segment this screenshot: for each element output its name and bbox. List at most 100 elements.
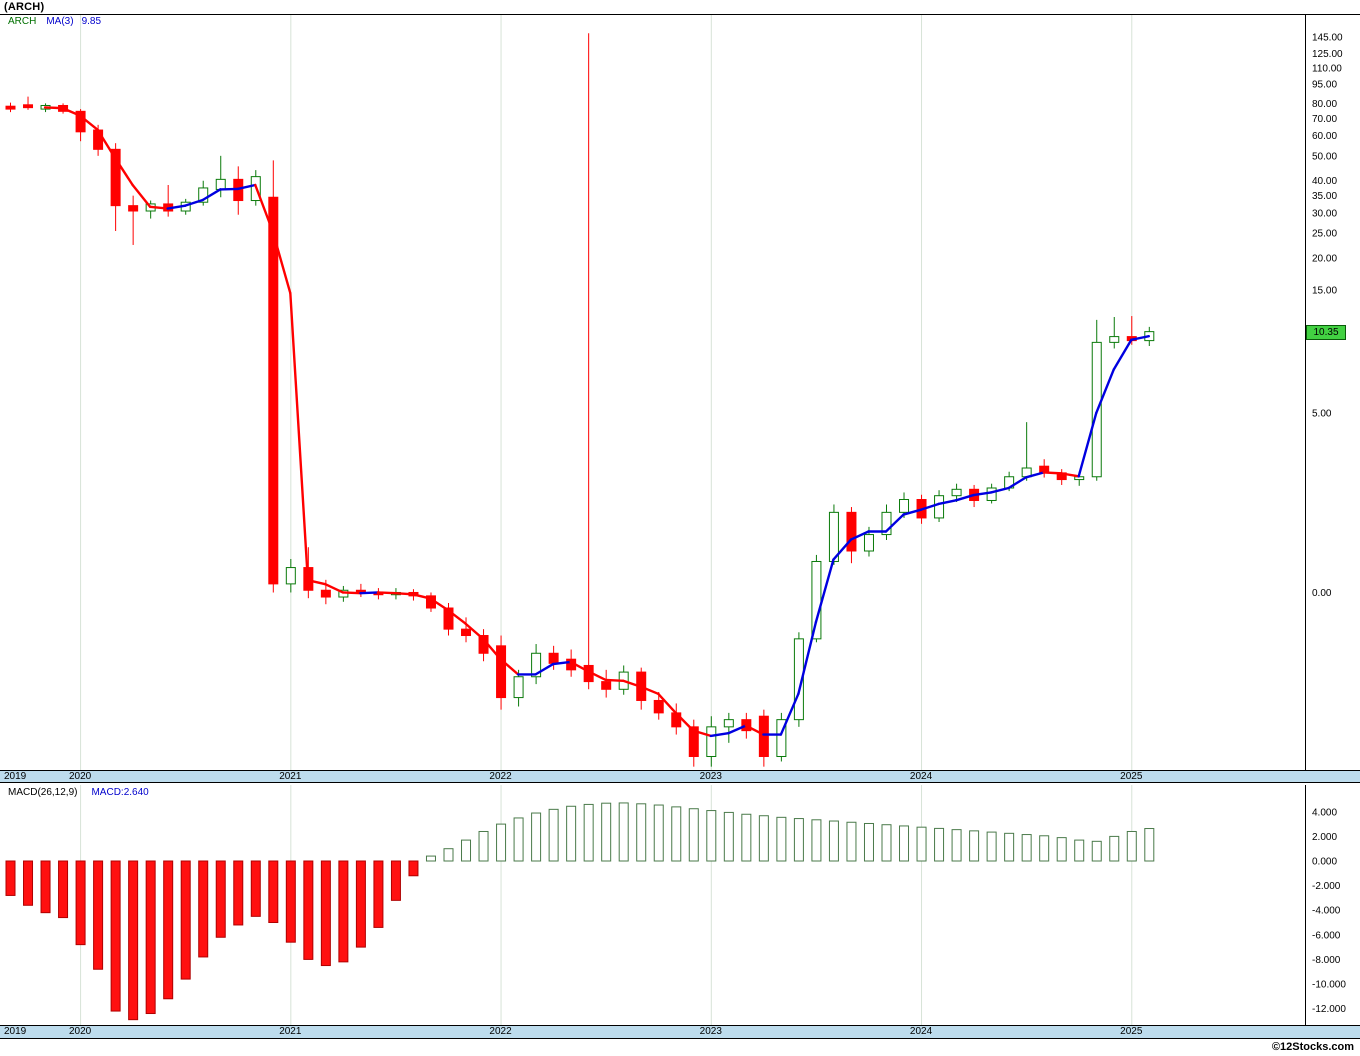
macd-bar-negative	[145, 860, 156, 1015]
candle-body	[513, 676, 524, 699]
year-label: 2022	[489, 771, 512, 782]
candle-body	[706, 726, 717, 758]
candle-body	[110, 148, 121, 207]
macd-bar-positive	[531, 812, 542, 862]
candle-body	[548, 652, 559, 664]
macd-bar-positive	[478, 830, 489, 862]
macd-bar-negative	[5, 860, 16, 896]
macd-bar-positive	[899, 825, 910, 862]
price-tick-label: 30.00	[1312, 208, 1337, 219]
candle-body	[776, 719, 787, 758]
price-tick-label: 0.00	[1312, 588, 1332, 599]
chart-title: (ARCH)	[4, 1, 45, 13]
macd-tick-label: -4.000	[1312, 906, 1341, 917]
price-tick-label: 80.00	[1312, 99, 1337, 110]
macd-bar-negative	[250, 860, 261, 917]
macd-bar-positive	[828, 820, 839, 862]
price-tick-label: 20.00	[1312, 254, 1337, 265]
candle-body	[688, 726, 699, 758]
candle-body	[320, 589, 331, 598]
year-label: 2024	[909, 771, 933, 782]
macd-bar-positive	[1039, 835, 1050, 862]
candles	[5, 33, 1155, 767]
macd-bar-positive	[618, 802, 629, 862]
macd-bar-positive	[758, 815, 769, 862]
macd-bar-positive	[969, 830, 980, 862]
candle-body	[443, 607, 454, 630]
macd-bar-positive	[671, 806, 682, 862]
price-gridlines	[80, 15, 1133, 770]
macd-bars	[5, 802, 1155, 1021]
macd-bar-negative	[180, 860, 191, 980]
symbol-label: ARCH	[8, 16, 37, 27]
macd-x-axis-band: 2019 2020 2021 2022 2023 2024 2025	[0, 1025, 1360, 1039]
macd-settings-label: MACD(26,12,9)	[8, 787, 78, 798]
macd-chart-svg: 4.000 2.000 0.000 -2.000 -4.000 -6.000 -8.000 -…	[5, 785, 1346, 1025]
macd-bar-negative	[408, 860, 419, 877]
macd-bar-positive	[951, 829, 962, 862]
year-label: 2025	[1120, 771, 1143, 782]
candle-body	[881, 511, 892, 536]
macd-bar-positive	[601, 802, 612, 862]
candle-body	[723, 719, 734, 728]
macd-bar-negative	[233, 860, 244, 926]
year-label: 2019	[4, 771, 27, 782]
macd-bar-positive	[1109, 835, 1120, 862]
macd-bar-positive	[846, 821, 857, 862]
macd-bar-positive	[881, 824, 892, 862]
candle-body	[128, 205, 139, 212]
price-tick-label: 25.00	[1312, 229, 1337, 240]
candle-body	[531, 652, 542, 678]
macd-bar-positive	[863, 822, 874, 862]
macd-bar-positive	[688, 808, 699, 862]
macd-tick-label: 4.000	[1312, 807, 1337, 818]
price-chart-svg: 145.00 125.00 110.00 95.00 80.00 70.00 60.00 50…	[5, 15, 1343, 770]
macd-bar-negative	[215, 860, 226, 938]
candle-body	[23, 104, 34, 109]
macd-bar-positive	[443, 848, 454, 862]
macd-bar-positive	[425, 855, 436, 862]
macd-bar-negative	[338, 860, 349, 963]
macd-bar-positive	[461, 839, 472, 862]
macd-bar-negative	[23, 860, 34, 906]
candle-body	[75, 110, 86, 133]
candle-body	[899, 499, 910, 513]
candle-body	[285, 567, 296, 585]
macd-bar-negative	[40, 860, 51, 914]
last-price-badge: 10.35	[1306, 324, 1346, 340]
candle-body	[5, 105, 16, 110]
year-label: 2020	[68, 771, 92, 782]
year-label: 2024	[909, 1026, 933, 1037]
macd-bar-positive	[1091, 840, 1102, 862]
title-bar: (ARCH)	[0, 0, 1360, 15]
price-tick-label: 110.00	[1312, 63, 1342, 74]
price-tick-label: 5.00	[1312, 408, 1332, 419]
macd-tick-label: -10.000	[1312, 980, 1346, 991]
macd-bar-positive	[986, 831, 997, 862]
candle-body	[1109, 336, 1120, 343]
macd-bar-negative	[285, 860, 296, 943]
macd-bar-positive	[1004, 832, 1015, 862]
macd-bar-positive	[1056, 837, 1067, 862]
year-label: 2025	[1120, 1026, 1143, 1037]
price-legend: ARCH MA(3) 9.85	[8, 16, 109, 27]
year-label: 2021	[279, 771, 302, 782]
macd-bar-positive	[548, 808, 559, 862]
macd-bar-positive	[811, 819, 822, 862]
year-label: 2019	[4, 1026, 27, 1037]
macd-bar-positive	[653, 804, 664, 862]
macd-bar-positive	[706, 810, 717, 862]
macd-bar-positive	[1074, 839, 1085, 862]
macd-bar-positive	[583, 803, 594, 862]
macd-bar-negative	[75, 860, 86, 946]
price-tick-label: 35.00	[1312, 191, 1337, 202]
price-x-axis-band: 2019 2020 2021 2022 2023 2024 2025	[0, 770, 1360, 783]
candle-body	[934, 495, 945, 519]
candle-body	[793, 638, 804, 721]
candle-body	[758, 715, 769, 758]
price-tick-label: 15.00	[1312, 286, 1337, 297]
macd-bar-negative	[268, 860, 279, 923]
macd-tick-label: -2.000	[1312, 881, 1341, 892]
year-label: 2022	[489, 1026, 512, 1037]
